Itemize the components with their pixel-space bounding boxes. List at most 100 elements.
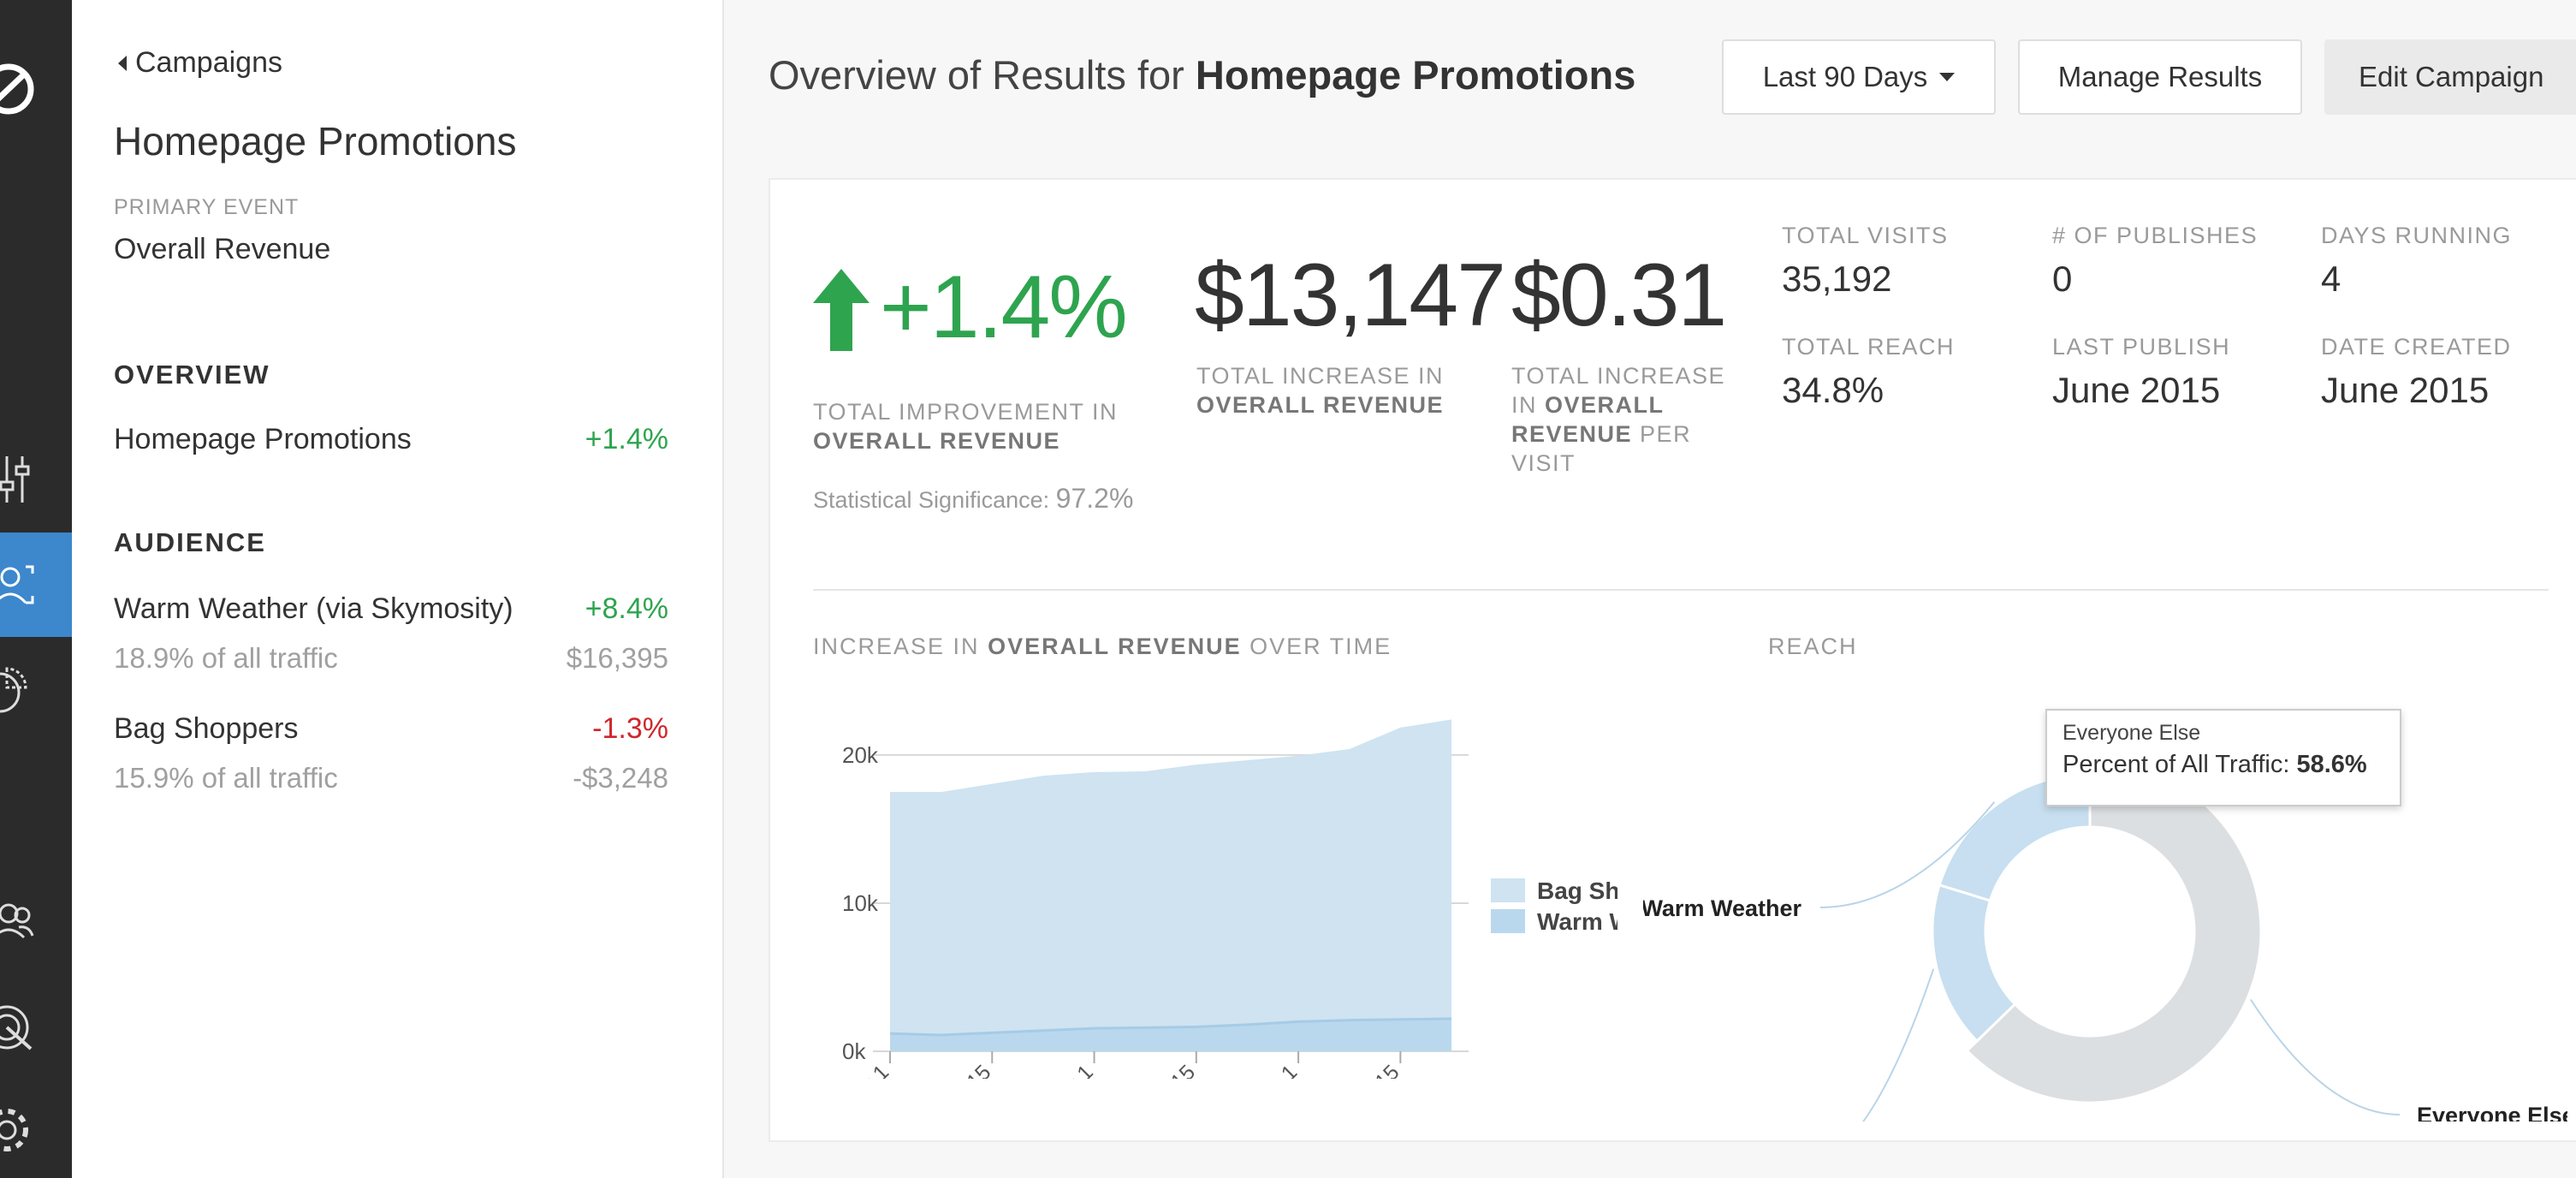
significance: Statistical Significance: 97.2% [813,483,1133,515]
total-increase-label: TOTAL INCREASE IN OVERALL REVENUE [1196,361,1444,419]
donut-label: Everyone Else [2417,1103,2567,1121]
stat-days-running-value: 4 [2321,259,2342,299]
x-tick-label: Jun 15 [1342,1060,1404,1079]
audience-item-warm-weather[interactable]: Warm Weather (via Skymosity) +8.4% [114,592,668,626]
donut-leader-line [1861,968,1935,1121]
page-title-campaign: Homepage Promotions [1195,52,1636,98]
back-link-label: Campaigns [135,46,282,79]
manage-results-label: Manage Results [2057,61,2263,92]
improvement-label-line1: TOTAL IMPROVEMENT IN [813,399,1119,425]
primary-event-label: PRIMARY EVENT [114,195,300,219]
series-area-bag-shoppers [890,719,1451,1035]
donut-leader-line [2250,998,2401,1116]
audience-change: +8.4% [585,592,668,625]
audience-heading: AUDIENCE [114,527,266,557]
stat-total-reach-value: 34.8% [1782,370,1885,410]
gear-icon[interactable] [0,1089,72,1171]
stat-date-created-value: June 2015 [2321,370,2490,410]
caret-left-icon [118,55,127,71]
stat-last-publish-value: June 2015 [2052,370,2221,410]
primary-event-value: Overall Revenue [114,233,331,265]
pie-chart-icon[interactable] [0,647,72,729]
legend-label: Bag Shoppers [1537,878,1617,904]
stat-total-visits-label: TOTAL VISITS [1782,223,1949,248]
total-increase-label-line2: OVERALL REVENUE [1196,392,1445,418]
date-range-dropdown[interactable]: Last 90 Days [1722,39,1996,115]
revenue-chart-title-part: OVER TIME [1249,634,1392,659]
target-icon[interactable] [0,986,72,1068]
revenue-chart-title-part: INCREASE IN [813,634,980,659]
x-tick-label: May 1 [1040,1060,1098,1079]
caret-down-icon [1939,73,1956,81]
audience-amount: -$3,248 [573,762,668,794]
sliders-icon[interactable] [0,438,72,521]
x-tick-label: May 15 [1133,1060,1200,1079]
stat-total-visits-value: 35,192 [1782,259,1892,299]
improvement-value: +1.4% [880,258,1128,357]
results-card: +1.4% TOTAL IMPROVEMENT IN OVERALL REVEN… [769,178,2576,1142]
significance-value: 97.2% [1055,483,1134,514]
total-increase-label-line1: TOTAL INCREASE IN [1196,363,1445,389]
audience-traffic: 18.9% of all traffic [114,642,338,674]
audience-icon[interactable] [0,532,72,637]
y-tick-label: 20k [842,742,879,768]
stat-days-running-label: DAYS RUNNING [2321,223,2513,248]
overview-heading: OVERVIEW [114,360,270,390]
per-visit-label-bold: REVENUE [1511,421,1633,447]
audience-detail-bag-shoppers: 15.9% of all traffic -$3,248 [114,762,668,794]
x-tick-label: Apr 15 [935,1060,996,1079]
revenue-area-chart: 0k10k20kApr 1Apr 15May 1May 15Jun 1Jun 1… [840,719,1617,1079]
audience-name: Bag Shoppers [114,712,299,745]
x-tick-label: Jun 1 [1248,1060,1302,1079]
icon-rail [0,0,72,1178]
total-increase-value: $13,147 [1195,246,1506,345]
back-to-campaigns-link[interactable]: Campaigns [118,46,282,80]
tooltip-value-line: Percent of All Traffic: 58.6% [2063,751,2384,779]
audience-traffic: 15.9% of all traffic [114,762,338,794]
arrow-up-icon [813,269,870,351]
reach-chart-title: REACH [1768,634,1858,659]
per-visit-label-line1: TOTAL INCREASE [1511,363,1726,389]
stat-last-publish-label: LAST PUBLISH [2052,334,2231,360]
reach-donut-chart: Everyone ElseBag ShoppersWarm Weather [1643,759,2567,1121]
stat-total-reach-label: TOTAL REACH [1782,334,1956,360]
page-title: Overview of Results for Homepage Promoti… [769,51,1635,98]
per-visit-value: $0.31 [1511,246,1727,345]
audience-change: -1.3% [592,712,668,745]
overview-item-value: +1.4% [585,423,668,455]
tooltip-value: 58.6% [2296,751,2367,778]
per-visit-label-part: PER [1640,421,1692,447]
stat-date-created-label: DATE CREATED [2321,334,2512,360]
donut-leader-line [1819,801,1996,908]
stat-publishes-value: 0 [2052,259,2073,299]
audience-detail-warm-weather: 18.9% of all traffic $16,395 [114,642,668,675]
donut-slice-bag-shoppers [1931,883,2017,1044]
tooltip-series-name: Everyone Else [2063,721,2201,745]
card-divider [813,589,2549,591]
users-icon[interactable] [0,878,72,961]
donut-label: Warm Weather [1643,895,1801,921]
significance-label: Statistical Significance: [813,487,1050,513]
audience-amount: $16,395 [566,642,668,674]
donut-tooltip: Everyone Else Percent of All Traffic: 58… [2045,709,2401,806]
series-line-warm-weather [889,1017,1452,1037]
series-area-warm-weather [890,1018,1451,1051]
edit-campaign-button[interactable]: Edit Campaign [2324,39,2576,115]
manage-results-button[interactable]: Manage Results [2018,39,2302,115]
stat-publishes-label: # OF PUBLISHES [2052,223,2258,248]
revenue-chart-title-bold: OVERALL REVENUE [988,634,1242,659]
improvement-label: TOTAL IMPROVEMENT IN OVERALL REVENUE [813,397,1118,455]
campaign-title: Homepage Promotions [114,119,517,164]
audience-item-bag-shoppers[interactable]: Bag Shoppers -1.3% [114,712,668,746]
overview-item[interactable]: Homepage Promotions +1.4% [114,423,668,456]
per-visit-label: TOTAL INCREASE IN OVERALL REVENUE PER VI… [1511,361,1742,478]
legend-swatch [1491,909,1525,933]
donut-slice-everyone-else [1965,759,2263,1104]
legend-label: Warm Weather [1537,908,1617,935]
date-range-label: Last 90 Days [1762,61,1928,92]
y-tick-label: 10k [842,890,879,916]
improvement-label-line2: OVERALL REVENUE [813,428,1061,454]
campaign-sidebar: Campaigns Homepage Promotions PRIMARY EV… [72,0,724,1178]
per-visit-label-part: IN [1511,392,1537,418]
logo-icon[interactable] [0,48,72,130]
